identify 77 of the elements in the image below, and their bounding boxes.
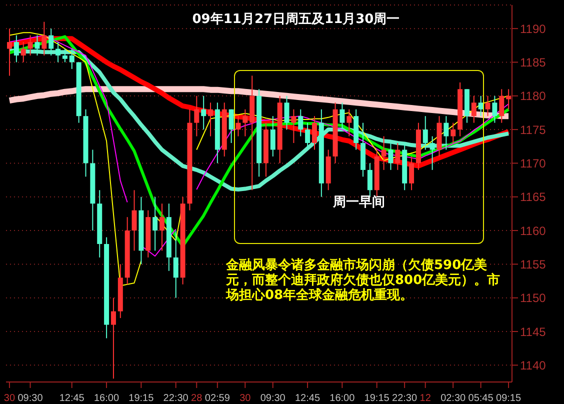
candlestick (236, 116, 241, 137)
candlestick (110, 297, 116, 380)
candlestick (34, 34, 40, 56)
x-tick-label: 09:30 (260, 393, 286, 404)
x-tick-label: 12 (420, 393, 432, 404)
y-tick-label: 1185 (520, 55, 546, 70)
candlestick (28, 34, 33, 56)
x-tick-label: 16:00 (94, 393, 120, 404)
candlestick (312, 116, 317, 150)
x-tick-label: 19:15 (364, 393, 390, 404)
candlestick (478, 95, 484, 117)
candlestick (194, 95, 200, 137)
candlestick (42, 21, 47, 56)
rounded-outline: 周一早间 (234, 70, 484, 244)
candlestick (228, 108, 234, 144)
candlestick (492, 95, 498, 124)
y-tick-label: 1155 (520, 257, 546, 272)
candlestick (242, 108, 248, 137)
text: 09年11月27日周五及11月30周一 (192, 12, 400, 27)
annotation: 周一早间 (332, 194, 386, 211)
candlestick (450, 122, 456, 144)
candlestick (305, 122, 310, 150)
candlestick (173, 230, 178, 298)
x-tick-label: 22:30 (163, 393, 189, 404)
candlestick (208, 102, 214, 137)
candlestick (485, 95, 490, 117)
y-tick-label: 1190 (520, 22, 546, 36)
candlestick (159, 203, 164, 252)
candlestick (499, 88, 504, 124)
candlestick (20, 42, 26, 63)
candlestick (291, 108, 296, 144)
candlestick (381, 136, 386, 170)
candlestick (444, 116, 449, 150)
candlestick (14, 34, 19, 63)
y-tick-label: 1165 (520, 190, 546, 204)
candlestick (56, 42, 61, 63)
candlestick (422, 116, 428, 150)
candlestick (506, 88, 512, 110)
x-tick-label: 16:00 (330, 393, 356, 404)
candlestick (69, 48, 74, 70)
x-tick-label: 02:59 (204, 393, 230, 404)
candlestick (430, 136, 435, 170)
candlestick (409, 156, 414, 191)
x-tick-label: 30 (240, 393, 252, 404)
candlestick (201, 95, 206, 130)
x-tick-label: 02:30 (440, 393, 466, 404)
y-tick-label: 1175 (520, 122, 546, 137)
candlestick (298, 108, 304, 137)
candlestick (284, 95, 290, 130)
y-tick-label: 1180 (520, 89, 546, 104)
candlestick (340, 102, 345, 130)
annotation: 金融风暴令诸多金融市场闪崩（欠债590亿美元，而整个迪拜政府欠债也仅800亿美元）。市场担心08年全球金融危机重现。 (226, 258, 502, 303)
x-tick-label: 28 (191, 393, 203, 404)
candlestick (270, 116, 276, 157)
candlestick (152, 196, 158, 252)
x-tick-label: 05:45 (468, 393, 494, 404)
candlestick (132, 190, 137, 252)
y-tick-label: 1145 (520, 324, 546, 339)
y-tick-label: 1140 (520, 358, 546, 372)
candlestick (395, 142, 400, 170)
candlestick (346, 108, 352, 137)
x-tick-label: 12:45 (59, 393, 85, 404)
y-tick-label: 1160 (520, 224, 546, 238)
candlestick (471, 95, 476, 124)
x-tick-label: 30 (4, 393, 16, 404)
candlestick (388, 142, 394, 170)
x-tick-label: 09:30 (18, 393, 44, 404)
x-tick-label: 12:45 (295, 393, 320, 404)
y-tick-label: 1170 (520, 156, 546, 170)
x-tick-label: 19:15 (128, 393, 154, 404)
candlestick (367, 162, 372, 198)
candlestick (48, 28, 54, 56)
candlestick (62, 48, 68, 63)
candlestick (7, 28, 12, 76)
x-tick-label: 09:15 (496, 393, 522, 404)
y-tick-label: 1150 (520, 291, 546, 306)
x-tick-label: 22:30 (392, 393, 418, 404)
